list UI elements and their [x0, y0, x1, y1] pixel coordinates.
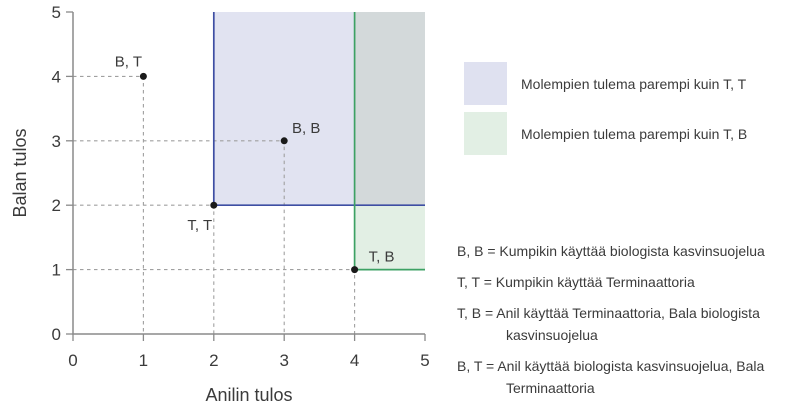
- y-tick-label: 5: [52, 3, 61, 22]
- y-tick-label: 1: [52, 261, 61, 280]
- data-point-T, B: [351, 266, 359, 274]
- key-item-bt: B, T = Anil käyttää biologista kasvinsuo…: [457, 358, 765, 396]
- x-axis-title: Anilin tulos: [205, 385, 292, 405]
- legend-swatch-green: [464, 112, 507, 155]
- key-item-tb: T, B = Anil käyttää Terminaattoria, Bala…: [457, 305, 760, 343]
- payoff-chart: 0 1 2 3 4 5 0 1 2 3 4 5 Anilin tulos Balan tulos B, T B…: [10, 3, 430, 405]
- strategy-key: B, B = Kumpikin käyttää biologista kasvi…: [457, 240, 809, 408]
- y-tick-label: 0: [52, 325, 61, 344]
- key-item-bb: B, B = Kumpikin käyttää biologista kasvi…: [457, 243, 765, 259]
- x-tick-label: 5: [420, 351, 429, 370]
- legend-label: Molempien tulema parempi kuin T, B: [521, 125, 748, 142]
- y-tick-label: 3: [52, 132, 61, 151]
- legend-swatch-blue: [464, 62, 507, 105]
- y-tick-label: 2: [52, 196, 61, 215]
- legend-label: Molempien tulema parempi kuin T, T: [521, 75, 747, 92]
- legend: Molempien tulema parempi kuin T, T Molem…: [464, 62, 747, 155]
- x-tick-label: 1: [139, 351, 148, 370]
- point-label-B, B: B, B: [292, 120, 320, 137]
- x-tick-label: 0: [68, 351, 77, 370]
- point-label-B, T: B, T: [115, 53, 142, 70]
- x-tick-label: 3: [279, 351, 288, 370]
- data-point-T, T: [210, 201, 218, 209]
- data-point-B, T: [139, 72, 147, 80]
- x-tick-label: 2: [209, 351, 218, 370]
- legend-item-better-than-tt: Molempien tulema parempi kuin T, T: [464, 62, 747, 105]
- point-label-T, T: T, T: [187, 217, 212, 234]
- chart-area: 0 1 2 3 4 5 0 1 2 3 4 5 Anilin tulos Balan tulos B, T B…: [10, 3, 430, 405]
- key-item-tt: T, T = Kumpikin käyttää Terminaattoria: [457, 274, 695, 290]
- region-overlap-fill: [354, 12, 425, 206]
- point-label-T, B: T, B: [369, 249, 395, 266]
- x-tick-label: 4: [350, 351, 359, 370]
- legend-item-better-than-tb: Molempien tulema parempi kuin T, B: [464, 112, 747, 155]
- data-point-B, B: [280, 137, 288, 145]
- y-tick-label: 4: [52, 67, 61, 86]
- y-axis-title: Balan tulos: [10, 128, 30, 217]
